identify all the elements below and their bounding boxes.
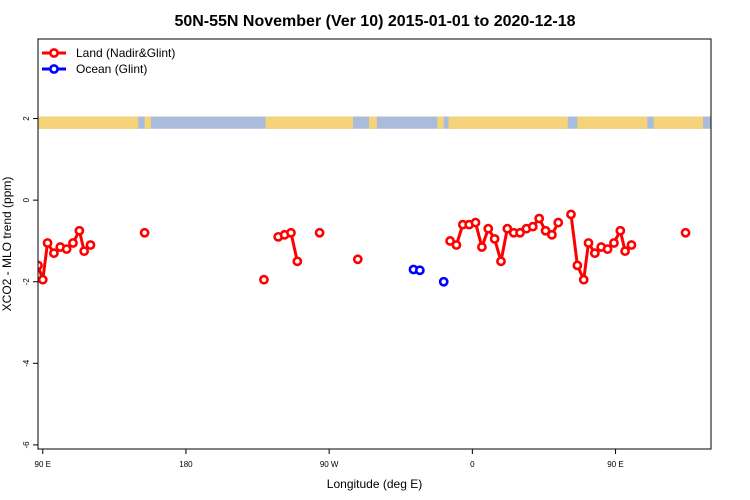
data-point xyxy=(553,217,564,228)
data-point xyxy=(615,225,626,236)
x-tick-label: 180 xyxy=(179,460,193,469)
data-point xyxy=(445,236,455,246)
y-tick-label: 2 xyxy=(22,116,31,121)
x-axis: 90 E 180 90 W 0 90 E xyxy=(35,449,624,469)
data-point xyxy=(489,234,500,244)
data-point xyxy=(438,276,449,287)
legend: Land (Nadir&Glint) Ocean (Glint) xyxy=(42,46,175,76)
land-patch xyxy=(448,116,568,129)
data-point xyxy=(546,229,557,240)
land-patch xyxy=(437,116,444,129)
data-point xyxy=(85,240,96,250)
data-point xyxy=(49,248,59,259)
data-point xyxy=(572,260,583,271)
data-point xyxy=(602,244,613,254)
land-patch xyxy=(38,116,139,129)
y-tick-label: -6 xyxy=(22,441,31,449)
chart-title: 50N-55N November (Ver 10) 2015-01-01 to … xyxy=(174,13,575,30)
data-point xyxy=(451,240,462,250)
land-patch xyxy=(368,116,377,129)
data-point xyxy=(259,274,269,285)
data-point xyxy=(74,225,85,236)
data-point xyxy=(626,240,637,250)
data-point xyxy=(476,242,487,252)
data-point xyxy=(578,274,589,285)
data-point xyxy=(527,221,538,232)
x-tick-label: 90 E xyxy=(607,460,623,469)
y-axis-label: XCO2 - MLO trend (ppm) xyxy=(0,177,14,312)
data-point xyxy=(515,227,525,238)
data-point xyxy=(61,244,72,254)
legend-label: Land (Nadir&Glint) xyxy=(76,46,175,60)
data-point xyxy=(680,227,691,238)
x-tick-label: 0 xyxy=(470,460,475,469)
x-tick-label: 90 W xyxy=(320,460,339,469)
data-point xyxy=(79,246,90,257)
data-point xyxy=(38,274,48,285)
legend-marker xyxy=(49,48,59,58)
data-point xyxy=(470,217,481,228)
land-patch xyxy=(577,116,648,129)
y-tick-label: 0 xyxy=(22,197,31,202)
data-point xyxy=(609,238,619,248)
data-point xyxy=(42,238,53,248)
data-point xyxy=(292,256,303,267)
data-point xyxy=(589,248,600,259)
data-point xyxy=(534,213,545,224)
data-point xyxy=(566,209,576,220)
data-point xyxy=(68,238,78,248)
data-point xyxy=(540,225,551,236)
data-point xyxy=(314,227,325,238)
y-tick-label: -2 xyxy=(22,278,31,286)
data-point xyxy=(496,256,506,267)
plot-frame xyxy=(37,38,712,450)
data-series xyxy=(38,209,691,287)
data-point xyxy=(583,238,594,248)
land-patch xyxy=(144,116,151,129)
x-axis-label: Longitude (deg E) xyxy=(327,477,422,491)
legend-marker xyxy=(49,64,59,74)
data-point xyxy=(414,265,425,276)
legend-label: Ocean (Glint) xyxy=(76,62,147,76)
data-point xyxy=(502,223,513,234)
data-point xyxy=(139,227,150,238)
data-point xyxy=(620,246,630,257)
y-tick-label: -4 xyxy=(22,359,31,367)
world-map-strip xyxy=(38,116,711,129)
data-point xyxy=(286,227,296,238)
data-point xyxy=(352,254,363,265)
land-patch xyxy=(265,116,354,129)
y-axis: -6 -4 -2 0 2 xyxy=(22,116,38,449)
data-point xyxy=(483,223,494,234)
x-tick-label: 90 E xyxy=(35,460,51,469)
land-patch xyxy=(653,116,704,129)
